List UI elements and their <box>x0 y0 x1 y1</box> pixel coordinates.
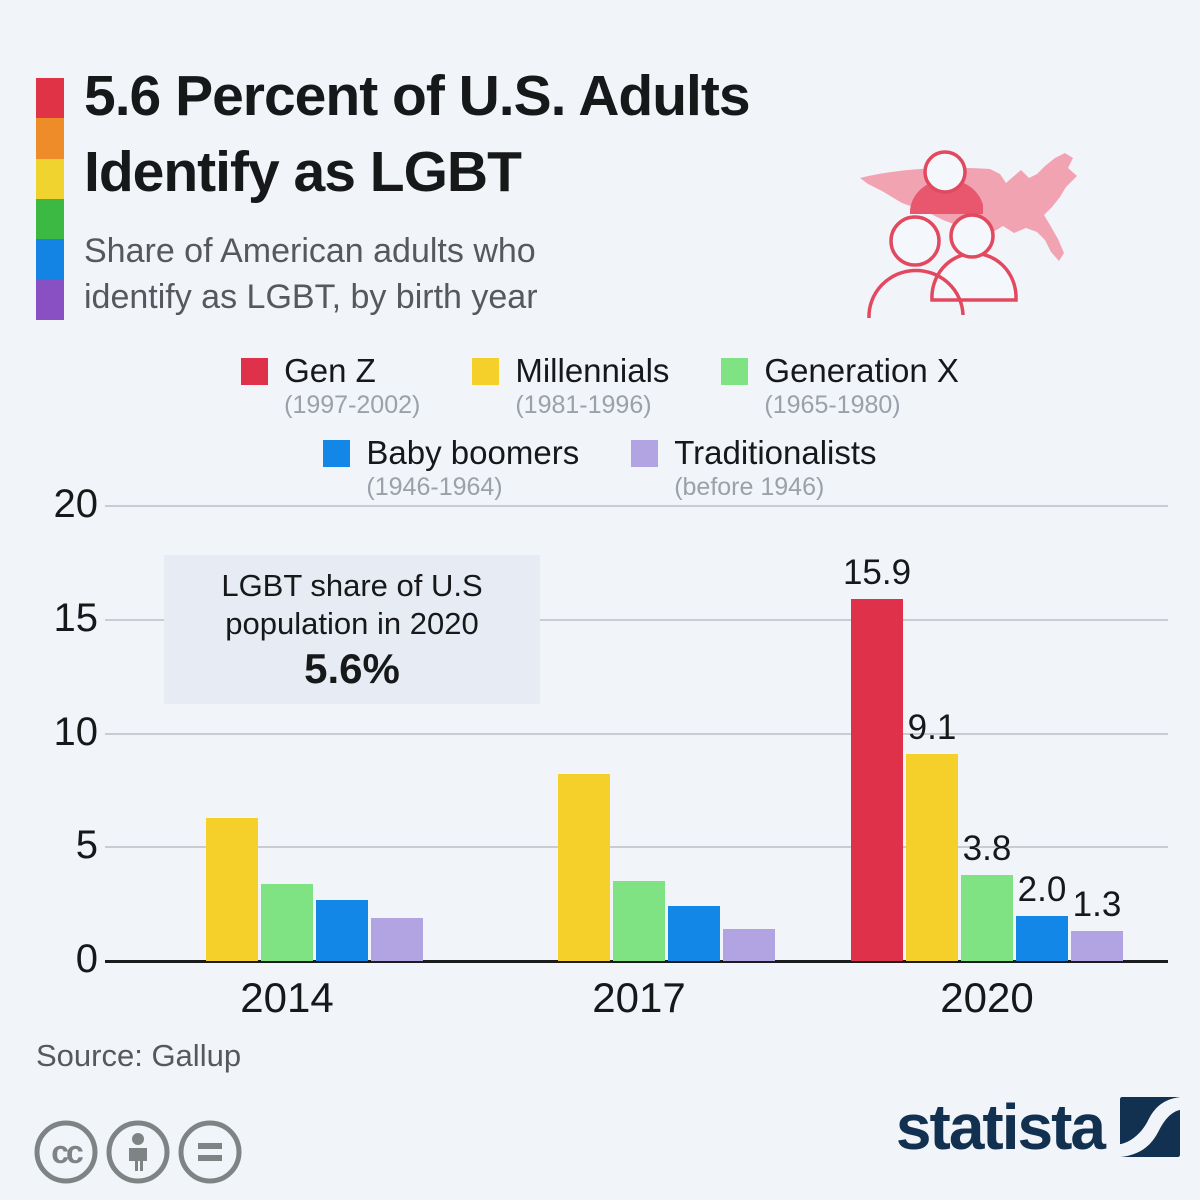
title-line-2: Identify as LGBT <box>84 140 522 204</box>
legend-range-gen-z: (1997-2002) <box>284 391 421 419</box>
statista-mark-icon <box>1120 1097 1180 1157</box>
x-axis-label-2020: 2020 <box>940 974 1034 1021</box>
bar-millennials-2017 <box>558 774 610 961</box>
legend-label-baby-boomers: Baby boomers <box>366 434 580 471</box>
legend-swatch-traditionalists <box>631 439 659 467</box>
legend-swatch-generation-x <box>721 357 749 385</box>
source-text: Source: Gallup <box>36 1038 242 1073</box>
legend-label-traditionalists: Traditionalists <box>674 434 877 471</box>
y-axis-label-0: 0 <box>75 937 98 981</box>
x-axis-label-2014: 2014 <box>240 974 334 1021</box>
legend-range-traditionalists: (before 1946) <box>674 473 825 501</box>
rainbow-segment-0 <box>36 78 64 119</box>
person-top-head-icon <box>923 150 967 194</box>
statista-wordmark: statista <box>895 1091 1106 1163</box>
person-top-shoulders-icon <box>909 179 983 214</box>
x-axis-line <box>105 960 1168 963</box>
page-title: 5.6 Percent of U.S. Adults Identify as L… <box>84 58 984 210</box>
bar-value-label-gen-z-2020: 15.9 <box>842 553 912 593</box>
cc-icon[interactable]: cc <box>34 1120 98 1184</box>
y-axis-label-20: 20 <box>53 482 99 526</box>
legend-item-gen-z: Gen Z (1997-2002) <box>241 352 420 420</box>
rainbow-segment-4 <box>36 239 64 280</box>
person-right-head-icon <box>949 213 995 259</box>
us-map-icon <box>860 150 1077 319</box>
rainbow-segment-3 <box>36 198 64 240</box>
gridline-20 <box>105 505 1168 507</box>
title-line-1: 5.6 Percent of U.S. Adults <box>84 64 751 128</box>
legend-item-top-generation-x: Generation X <box>721 352 959 390</box>
bar-value-label-traditionalists-2020: 1.3 <box>1072 885 1122 925</box>
bar-generation-x-2020 <box>961 874 1013 961</box>
bar-millennials-2020 <box>906 753 958 961</box>
legend-label-generation-x: Generation X <box>764 352 959 389</box>
legend-label-gen-z: Gen Z <box>284 352 376 389</box>
gridline-5 <box>105 846 1168 849</box>
annotation-box: LGBT share of U.S population in 2020 5.6… <box>164 555 540 704</box>
bar-traditionalists-2014 <box>371 917 423 961</box>
bar-value-label-baby-boomers-2020: 2.0 <box>1017 869 1067 909</box>
y-axis-label-15: 15 <box>53 595 99 640</box>
legend-row-1: Gen Z (1997-2002) Millennials (1981-1996) Ge… <box>241 352 959 420</box>
legend-item-traditionalists: Traditionalists (before 1946) <box>631 434 877 502</box>
subtitle-line-1: Share of American adults who <box>84 232 536 270</box>
bar-baby-boomers-2017 <box>668 906 720 961</box>
legend-swatch-baby-boomers <box>323 439 351 467</box>
legend-range-millennials: (1981-1996) <box>515 391 652 419</box>
y-axis-label-5: 5 <box>75 823 98 868</box>
bar-traditionalists-2020 <box>1071 931 1123 961</box>
bar-millennials-2014 <box>206 817 258 961</box>
bar-generation-x-2014 <box>261 883 313 961</box>
legend-range-baby-boomers: (1946-1964) <box>366 473 503 501</box>
subtitle-line-2: identify as LGBT, by birth year <box>84 278 538 316</box>
us-map-illustration <box>840 148 1140 328</box>
x-axis-label-2017: 2017 <box>592 974 686 1021</box>
y-axis-label-10: 10 <box>53 709 99 754</box>
annotation-line-2: population in 2020 <box>225 605 479 641</box>
bar-value-label-generation-x-2020: 3.8 <box>962 828 1012 868</box>
gridline-15 <box>105 618 1168 621</box>
rainbow-stripe <box>36 78 64 320</box>
legend-range-generation-x: (1965-1980) <box>764 391 901 419</box>
chart-legend: Gen Z (1997-2002) Millennials (1981-1996) Ge… <box>0 352 1200 502</box>
annotation-line-1: LGBT share of U.S <box>221 567 483 603</box>
cc-nd-equals-icon[interactable] <box>178 1120 242 1184</box>
gridline-10 <box>105 732 1168 735</box>
bar-generation-x-2017 <box>613 881 665 961</box>
rainbow-segment-5 <box>36 279 64 320</box>
svg-text:cc: cc <box>51 1134 83 1170</box>
rainbow-segment-2 <box>36 158 64 199</box>
legend-item-top-baby-boomers: Baby boomers <box>323 434 579 472</box>
license-icons: cc <box>32 1112 302 1197</box>
bar-baby-boomers-2014 <box>316 899 368 961</box>
legend-swatch-gen-z <box>241 357 269 385</box>
person-left-head-icon <box>889 215 941 267</box>
legend-item-top-traditionalists: Traditionalists <box>631 434 877 472</box>
bar-traditionalists-2017 <box>723 929 775 961</box>
legend-item-baby-boomers: Baby boomers (1946-1964) <box>323 434 579 502</box>
cc-by-person-icon[interactable] <box>106 1120 170 1184</box>
legend-row-2: Baby boomers (1946-1964) Traditionalists (b… <box>323 434 877 502</box>
chart-subtitle: Share of American adults who identify as… <box>84 228 844 320</box>
legend-item-top-millennials: Millennials <box>472 352 669 390</box>
person-left-shoulders-icon <box>867 268 965 319</box>
legend-label-millennials: Millennials <box>515 352 670 389</box>
legend-item-millennials: Millennials (1981-1996) <box>472 352 669 420</box>
bar-gen-z-2020 <box>851 599 903 961</box>
bar-value-label-millennials-2020: 9.1 <box>907 707 957 747</box>
statista-logo[interactable]: statista <box>896 1090 1180 1164</box>
bar-baby-boomers-2020 <box>1016 915 1068 961</box>
rainbow-segment-1 <box>36 118 64 159</box>
legend-item-top-gen-z: Gen Z <box>241 352 376 390</box>
legend-item-generation-x: Generation X (1965-1980) <box>721 352 959 420</box>
annotation-value: 5.6% <box>304 644 400 692</box>
legend-swatch-millennials <box>472 357 500 385</box>
